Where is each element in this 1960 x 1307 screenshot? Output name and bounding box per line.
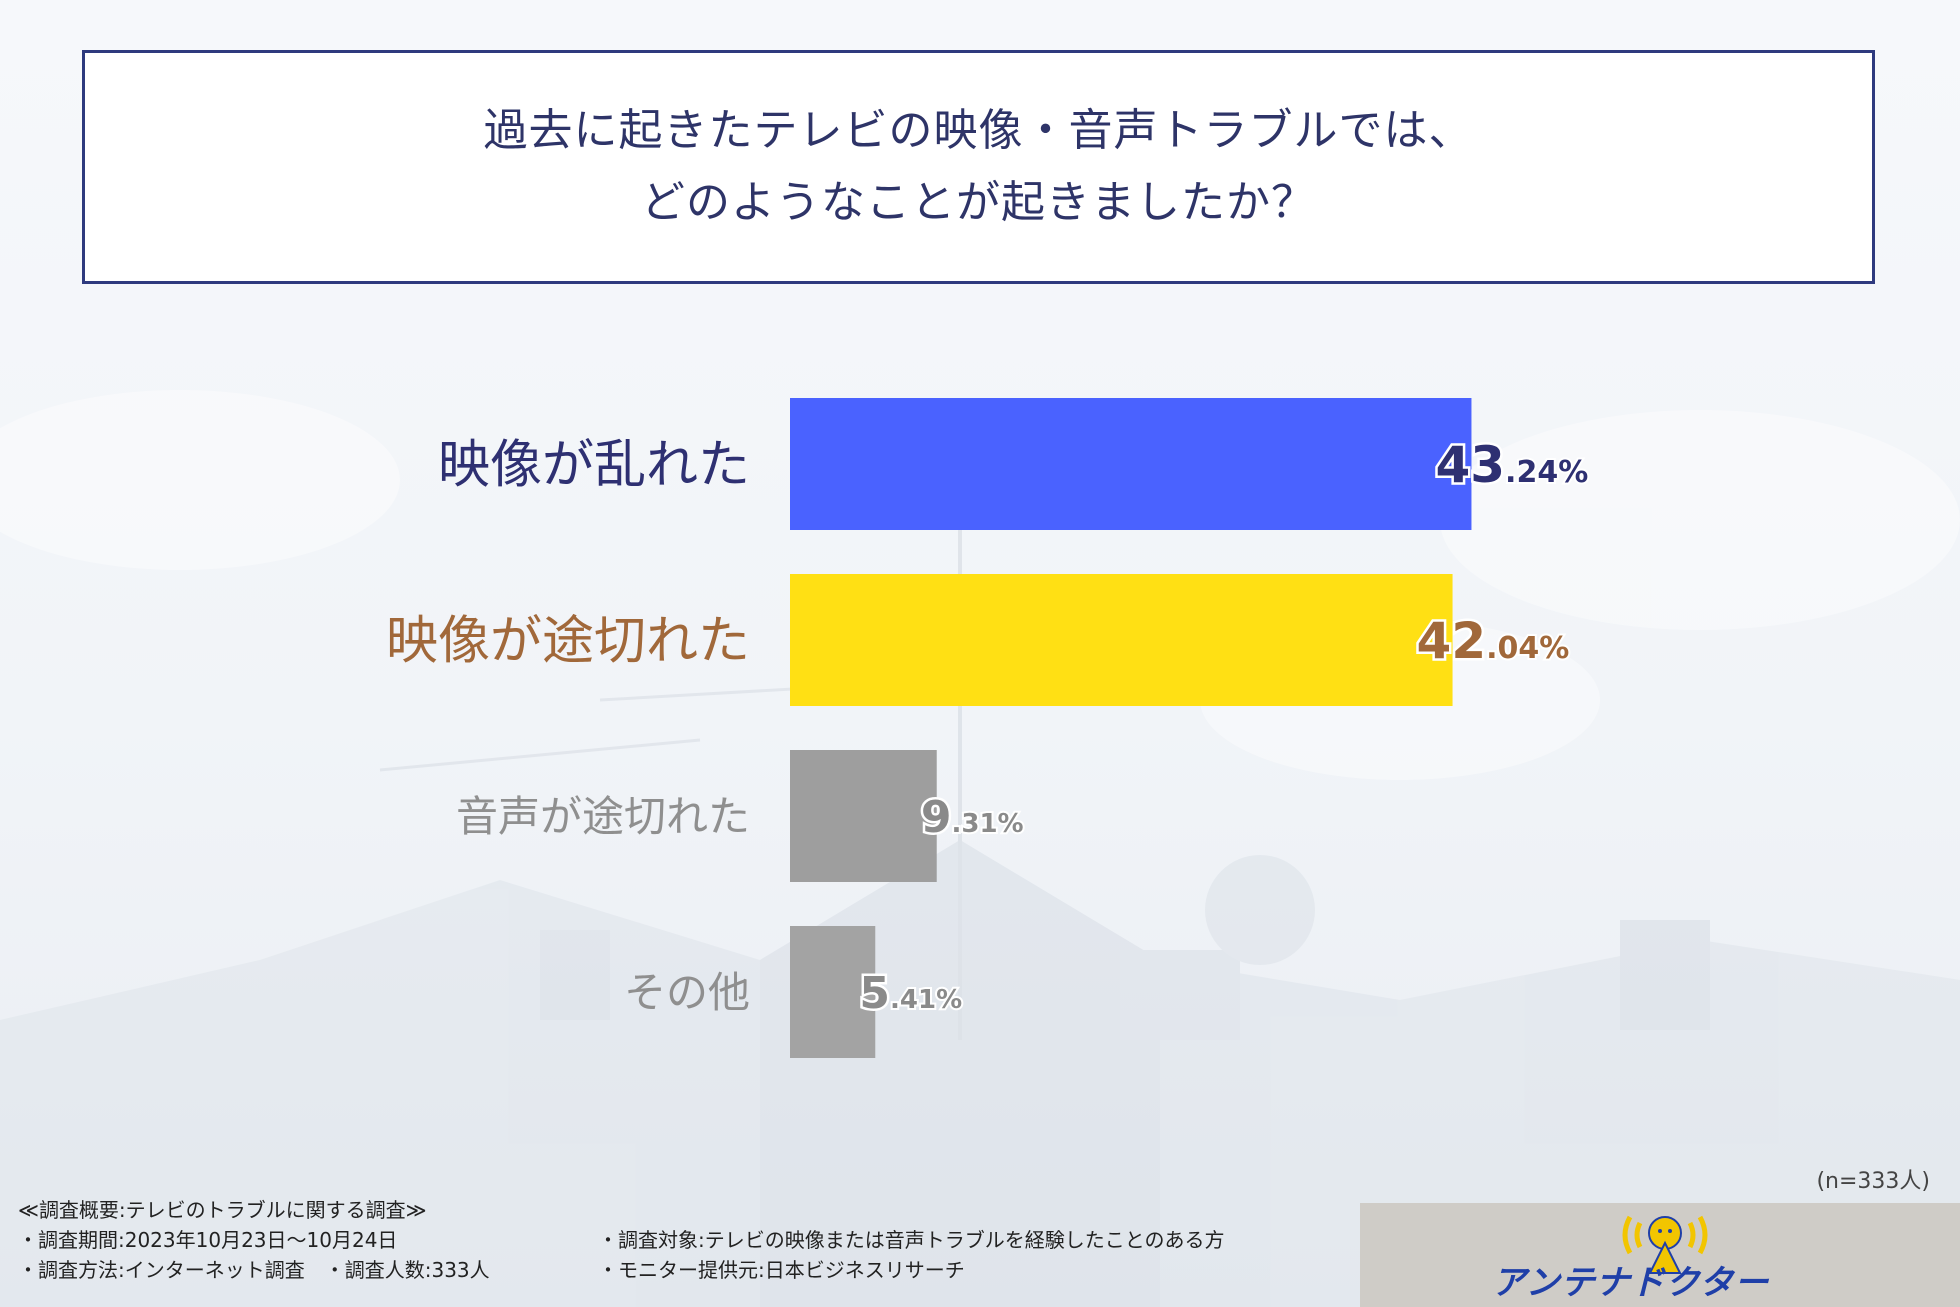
antenna-mascot-icon [1622,1215,1708,1274]
bar [790,574,1453,706]
antenna-doctor-logo: アンテナドクター [1360,1203,1960,1307]
value-label: 42.04% [1417,612,1570,670]
survey-header: ≪調査概要:テレビのトラブルに関する調査≫ [18,1198,427,1222]
survey-provider: ・モニター提供元:日本ビジネスリサーチ [598,1258,965,1282]
value-label: 5.41% [859,968,962,1019]
survey-method: ・調査方法:インターネット調査 ・調査人数:333人 [18,1258,490,1282]
title-line-2: どのようなことが起きましたか？ [641,177,1316,228]
bar [790,926,876,1058]
survey-summary: ≪調査概要:テレビのトラブルに関する調査≫ ・調査期間:2023年10月23日〜… [18,1195,1225,1285]
survey-period: ・調査期間:2023年10月23日〜10月24日 [18,1228,398,1252]
category-label: その他 [624,968,750,1017]
survey-target: ・調査対象:テレビの映像または音声トラブルを経験したことのある方 [598,1228,1225,1252]
bar [790,398,1472,530]
logo-text: アンテナドクター [1492,1263,1770,1303]
value-label: 43.24% [1435,436,1588,494]
category-label: 映像が途切れた [386,612,750,672]
bar [790,750,937,882]
category-label: 映像が乱れた [438,436,750,496]
category-label: 音声が途切れた [456,792,750,841]
sample-size-note: (n=333人) [1816,1169,1930,1194]
title-line-1: 過去に起きたテレビの映像・音声トラブルでは、 [483,105,1474,156]
value-label: 9.31% [921,792,1024,843]
title-box: 過去に起きたテレビの映像・音声トラブルでは、 どのようなことが起きましたか？ [82,50,1875,284]
